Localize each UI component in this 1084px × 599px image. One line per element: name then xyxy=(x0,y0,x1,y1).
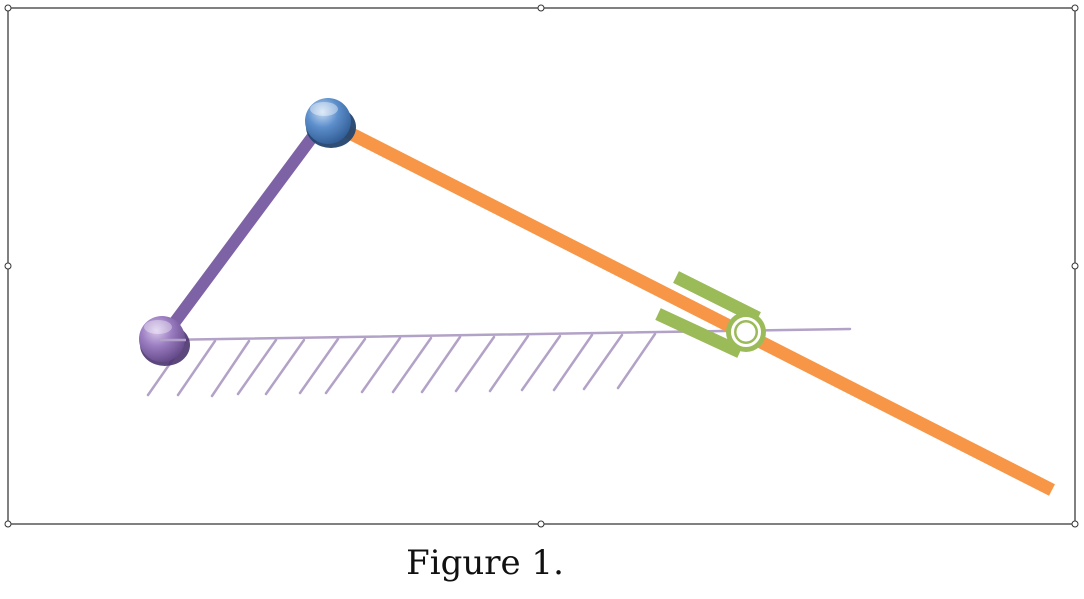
frame-handle-bottom-left[interactable] xyxy=(4,520,12,528)
slider-fork[interactable] xyxy=(655,271,761,358)
selection-frame xyxy=(4,4,1079,528)
slider-pin-icon[interactable] xyxy=(726,312,766,352)
frame-handle-top-center[interactable] xyxy=(537,4,545,12)
crank-joint-icon[interactable] xyxy=(305,98,356,148)
ground-pivot-icon[interactable] xyxy=(139,316,190,366)
connecting-rod[interactable] xyxy=(325,116,1055,496)
frame-handle-middle-left[interactable] xyxy=(4,262,12,270)
frame-handle-middle-right[interactable] xyxy=(1071,262,1079,270)
crank-link[interactable] xyxy=(157,118,328,344)
frame-handle-bottom-right[interactable] xyxy=(1071,520,1079,528)
frame-handle-top-left[interactable] xyxy=(4,4,12,12)
frame-handle-bottom-center[interactable] xyxy=(537,520,545,528)
figure-caption: Figure 1. xyxy=(406,543,564,583)
frame-handle-top-right[interactable] xyxy=(1071,4,1079,12)
